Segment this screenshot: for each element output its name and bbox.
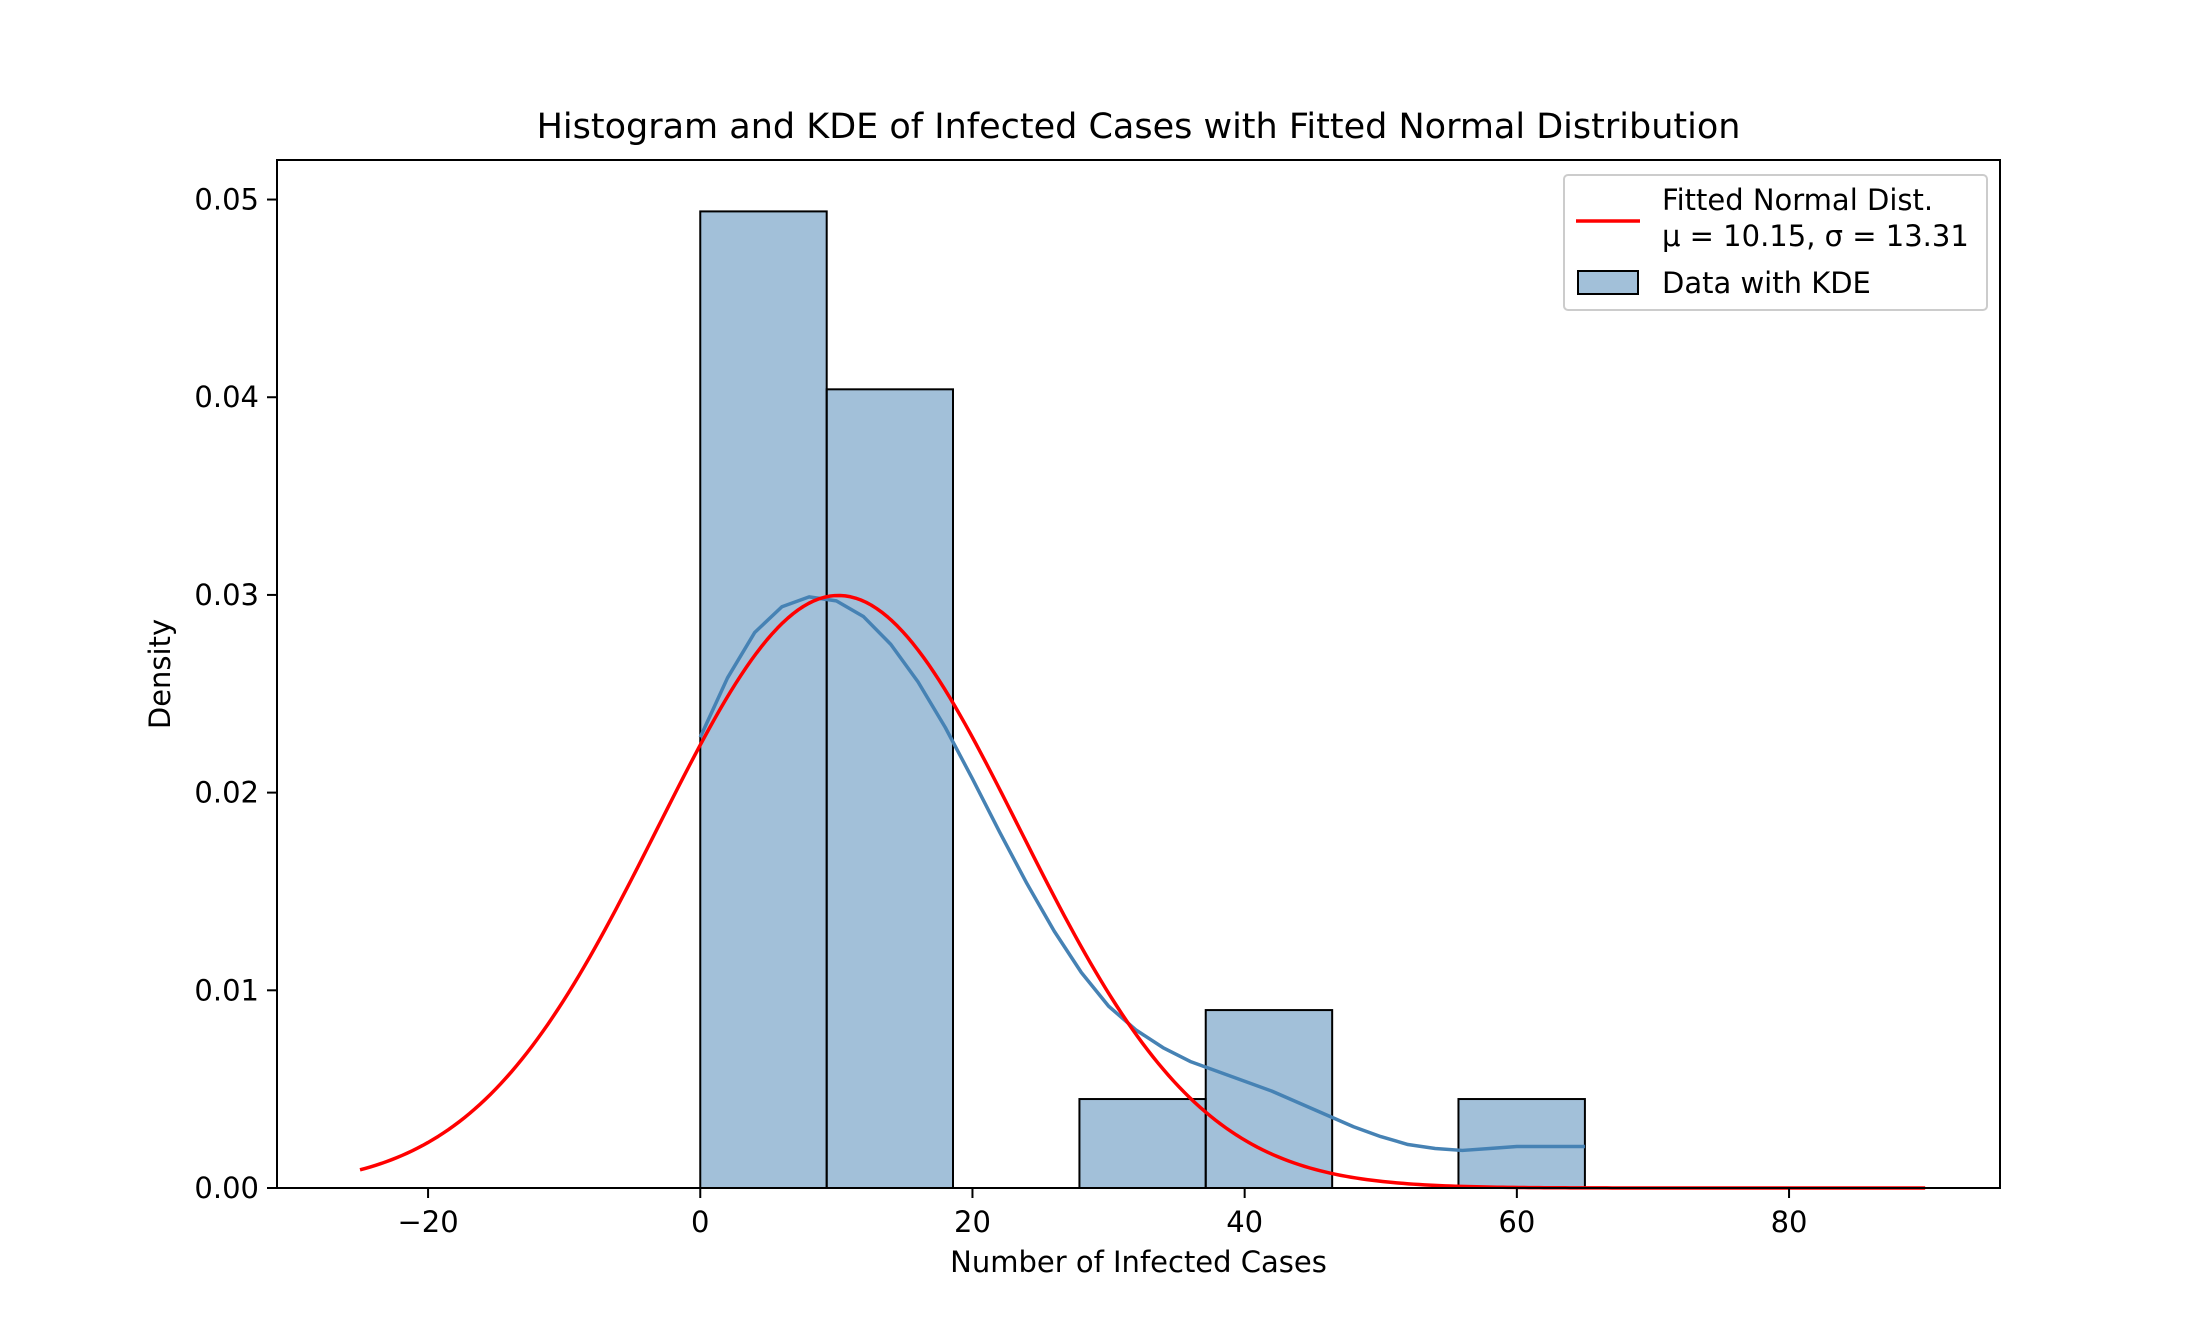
histogram-bar-1 xyxy=(825,388,954,1190)
y-tick-label: 0.04 xyxy=(194,380,259,414)
histogram-bar-6 xyxy=(1457,1098,1586,1189)
axes-frame xyxy=(276,159,2001,1189)
legend: Fitted Normal Dist. μ = 10.15, σ = 13.31… xyxy=(1563,174,1988,311)
plot-area xyxy=(359,210,1926,1190)
chart-title: Histogram and KDE of Infected Cases with… xyxy=(537,107,1741,147)
histogram-bar-3 xyxy=(1078,1098,1207,1189)
legend-normal-params: μ = 10.15, σ = 13.31 xyxy=(1662,219,1969,253)
x-tick-label: 20 xyxy=(954,1205,991,1239)
y-tick-label: 0.01 xyxy=(194,973,259,1007)
x-axis-label: Number of Infected Cases xyxy=(950,1245,1327,1279)
histogram-bar-4 xyxy=(1204,1009,1334,1189)
legend-histogram-label: Data with KDE xyxy=(1662,266,1871,300)
y-tick-label: 0.02 xyxy=(194,776,259,810)
y-tick-label: 0.00 xyxy=(194,1171,259,1205)
y-axis-ticks: 0.00 0.01 0.02 0.03 0.04 0.05 xyxy=(194,183,277,1205)
y-axis-label: Density xyxy=(143,619,177,729)
x-tick-label: 40 xyxy=(1226,1205,1263,1239)
x-axis-ticks: −20 0 20 40 60 80 xyxy=(397,1188,1808,1239)
legend-box xyxy=(1563,174,1988,311)
y-tick-label: 0.05 xyxy=(194,183,259,217)
x-tick-label: 60 xyxy=(1498,1205,1535,1239)
y-tick-label: 0.03 xyxy=(194,578,259,612)
legend-histogram-swatch xyxy=(1577,270,1639,295)
x-tick-label: 0 xyxy=(691,1205,709,1239)
x-tick-label: 80 xyxy=(1771,1205,1808,1239)
histogram-bar-0 xyxy=(699,210,828,1189)
kde-curve xyxy=(698,595,1585,1153)
legend-normal-label: Fitted Normal Dist. xyxy=(1662,183,1933,217)
x-tick-label: −20 xyxy=(397,1205,458,1239)
